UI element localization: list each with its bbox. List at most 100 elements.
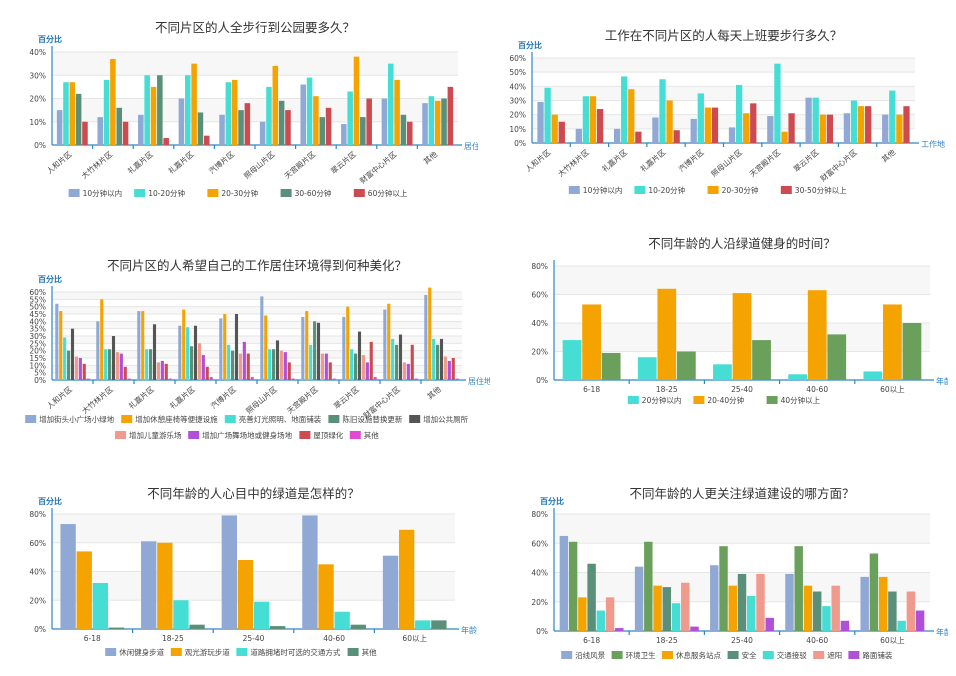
legend-label: 观光游玩步道: [185, 647, 230, 657]
legend-swatch: [134, 189, 146, 197]
y-tick-label: 40%: [29, 568, 46, 577]
legend-label: 陈旧设施替换更新: [342, 414, 402, 424]
bar-2-3: [173, 600, 189, 629]
bar-9-4: [395, 344, 399, 380]
bar-3-7: [765, 617, 774, 631]
bar-4-1: [788, 374, 808, 380]
legend-swatch: [68, 189, 80, 197]
bar-5-5: [234, 314, 239, 380]
y-tick-label: 40%: [509, 82, 526, 91]
bar-2-7: [119, 353, 123, 380]
bar-10-2: [889, 90, 896, 143]
bar-5-4: [231, 350, 235, 380]
y-tick-label: 30%: [509, 97, 526, 106]
bar-5-4: [431, 620, 447, 629]
y-axis-label: 百分比: [518, 40, 542, 50]
bar-2-4: [662, 587, 672, 631]
chart-title: 不同片区的人希望自己的工作居住环境得到何种美化？: [107, 258, 407, 273]
bar-5-4: [238, 110, 244, 145]
x-tick-label: 40-60: [806, 385, 828, 394]
x-tick-label: 6-18: [583, 385, 600, 394]
bar-4-6: [197, 343, 201, 380]
bar-5-4: [888, 591, 897, 631]
x-axis-label: 居住地: [468, 376, 490, 386]
bar-3-4: [157, 75, 163, 145]
legend-swatch: [662, 651, 673, 659]
bar-8-2: [812, 97, 819, 143]
legend-label: 遮阳: [827, 650, 842, 660]
bar-2-5: [111, 336, 116, 380]
bar-2-3: [110, 58, 116, 145]
bar-7-5: [325, 107, 332, 145]
legend-label: 10分钟以内: [83, 188, 123, 198]
bar-3-3: [145, 349, 149, 380]
bar-5-3: [415, 620, 431, 629]
bar-1-3: [601, 352, 621, 380]
bar-5-5: [897, 620, 906, 631]
legend-label: 交通接驳: [777, 650, 807, 660]
bar-2-2: [582, 96, 590, 143]
bar-10-5: [439, 338, 444, 380]
y-tick-label: 25%: [29, 339, 46, 348]
chart-2: 工作在不同片区的人每天上班要步行多久？ 0% 10% 20% 30% 40% 50% 60% 百…: [509, 28, 945, 195]
bar-9-4: [400, 114, 407, 145]
bar-2-5: [671, 603, 681, 631]
bar-4-3: [191, 63, 197, 145]
bar-7-7: [324, 353, 328, 380]
bar-4-1: [785, 573, 794, 631]
bar-6-3: [272, 65, 279, 145]
bar-10-9: [455, 378, 459, 380]
bar-3-2: [719, 546, 728, 631]
grid-band: [554, 266, 930, 295]
bar-6-2: [264, 315, 268, 380]
x-tick-label: 天宫殿片区: [747, 147, 783, 179]
bar-9-6: [402, 362, 406, 380]
legend-swatch: [349, 431, 361, 439]
bar-3-1: [137, 311, 141, 380]
bar-8-4: [360, 117, 366, 145]
y-tick-label: 30%: [29, 71, 46, 80]
grid-band: [52, 514, 455, 543]
x-tick-label: 礼嘉片区: [126, 384, 156, 411]
y-tick-label: 80%: [531, 262, 548, 271]
bar-2-2: [644, 541, 653, 631]
bar-4-8: [205, 366, 209, 380]
x-tick-label: 60以上: [880, 385, 905, 394]
x-tick-label: 18-25: [656, 636, 678, 645]
bar-2-2: [100, 299, 104, 380]
bar-1-4: [587, 563, 596, 631]
bar-4-2: [794, 546, 803, 631]
bar-3-1: [221, 515, 237, 629]
x-tick-label: 礼嘉片区: [125, 149, 155, 176]
y-tick-label: 20%: [509, 111, 526, 120]
x-tick-label: 翠云片区: [328, 149, 358, 176]
bar-4-2: [182, 309, 186, 380]
grid-band: [52, 365, 462, 373]
bar-8-8: [369, 341, 373, 380]
bar-7-6: [320, 353, 324, 380]
bar-2-1: [96, 321, 100, 380]
bar-10-3: [896, 114, 903, 143]
x-axis-label: 年龄: [461, 625, 477, 635]
bar-8-3: [350, 349, 354, 380]
bar-6-6: [279, 350, 283, 380]
x-tick-label: 大竹林片区: [556, 147, 592, 179]
bar-3-1: [710, 565, 719, 631]
bar-7-1: [300, 84, 306, 145]
legend-swatch: [347, 648, 359, 656]
legend-swatch: [766, 396, 778, 404]
bar-6-1: [728, 127, 736, 143]
x-tick-label: 礼嘉片区: [600, 147, 630, 174]
bar-6-2: [266, 86, 272, 145]
bar-1-4: [108, 627, 125, 629]
x-axis-label: 年龄: [936, 627, 948, 637]
legend-label: 休息服务站点: [676, 650, 721, 660]
bar-7-2: [774, 63, 781, 143]
bar-10-1: [882, 114, 889, 143]
x-tick-label: 礼嘉片区: [166, 149, 196, 176]
chart-title: 不同年龄的人心目中的绿道是怎样的？: [147, 486, 360, 501]
bar-9-2: [387, 303, 391, 380]
bar-7-4: [313, 321, 317, 380]
bar-2-4: [189, 624, 205, 629]
